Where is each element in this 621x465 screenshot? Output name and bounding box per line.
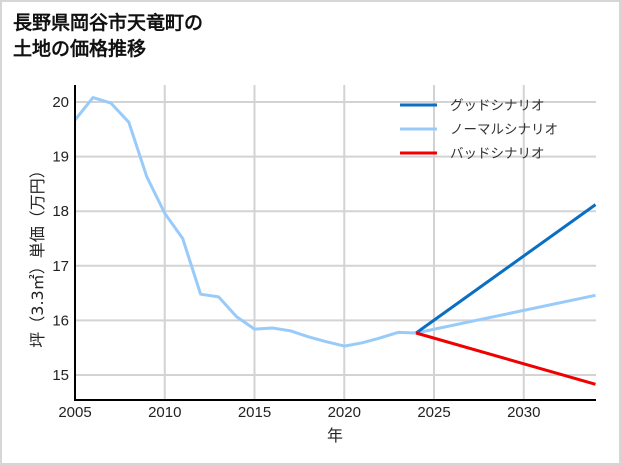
legend-label: バッドシナリオ (450, 146, 545, 162)
x-tick-labels: 2005 2010 2015 2020 2025 2030 (58, 404, 540, 421)
legend-label: ノーマルシナリオ (450, 122, 558, 138)
series-line (73, 96, 596, 348)
chart-title-line2: 土地の価格推移 (13, 38, 147, 60)
y-tick-label: 20 (52, 94, 69, 111)
x-tick-label: 2010 (148, 404, 181, 421)
series-line (415, 203, 597, 335)
x-tick-label: 2025 (417, 404, 450, 421)
x-tick-label: 2020 (328, 404, 361, 421)
y-tick-label: 17 (52, 258, 69, 275)
chart-title: 長野県岡谷市天竜町の 土地の価格推移 (13, 10, 203, 62)
y-tick-label: 16 (52, 312, 69, 329)
x-tick-label: 2005 (58, 404, 91, 421)
y-tick-labels: 15 16 17 18 19 20 (52, 94, 69, 384)
chart-title-line1: 長野県岡谷市天竜町の (13, 12, 204, 34)
series-line (415, 331, 596, 386)
x-tick-label: 2015 (238, 404, 271, 421)
y-axis-label: 坪（3.3㎡）単価（万円） (28, 162, 47, 347)
y-tick-label: 15 (52, 367, 69, 384)
series-lines (73, 96, 597, 386)
x-axis-label: 年 (327, 426, 343, 445)
y-tick-label: 19 (52, 149, 69, 166)
axes (74, 85, 596, 401)
y-tick-label: 18 (52, 203, 69, 220)
legend-label: グッドシナリオ (450, 98, 545, 114)
x-tick-label: 2030 (507, 404, 540, 421)
